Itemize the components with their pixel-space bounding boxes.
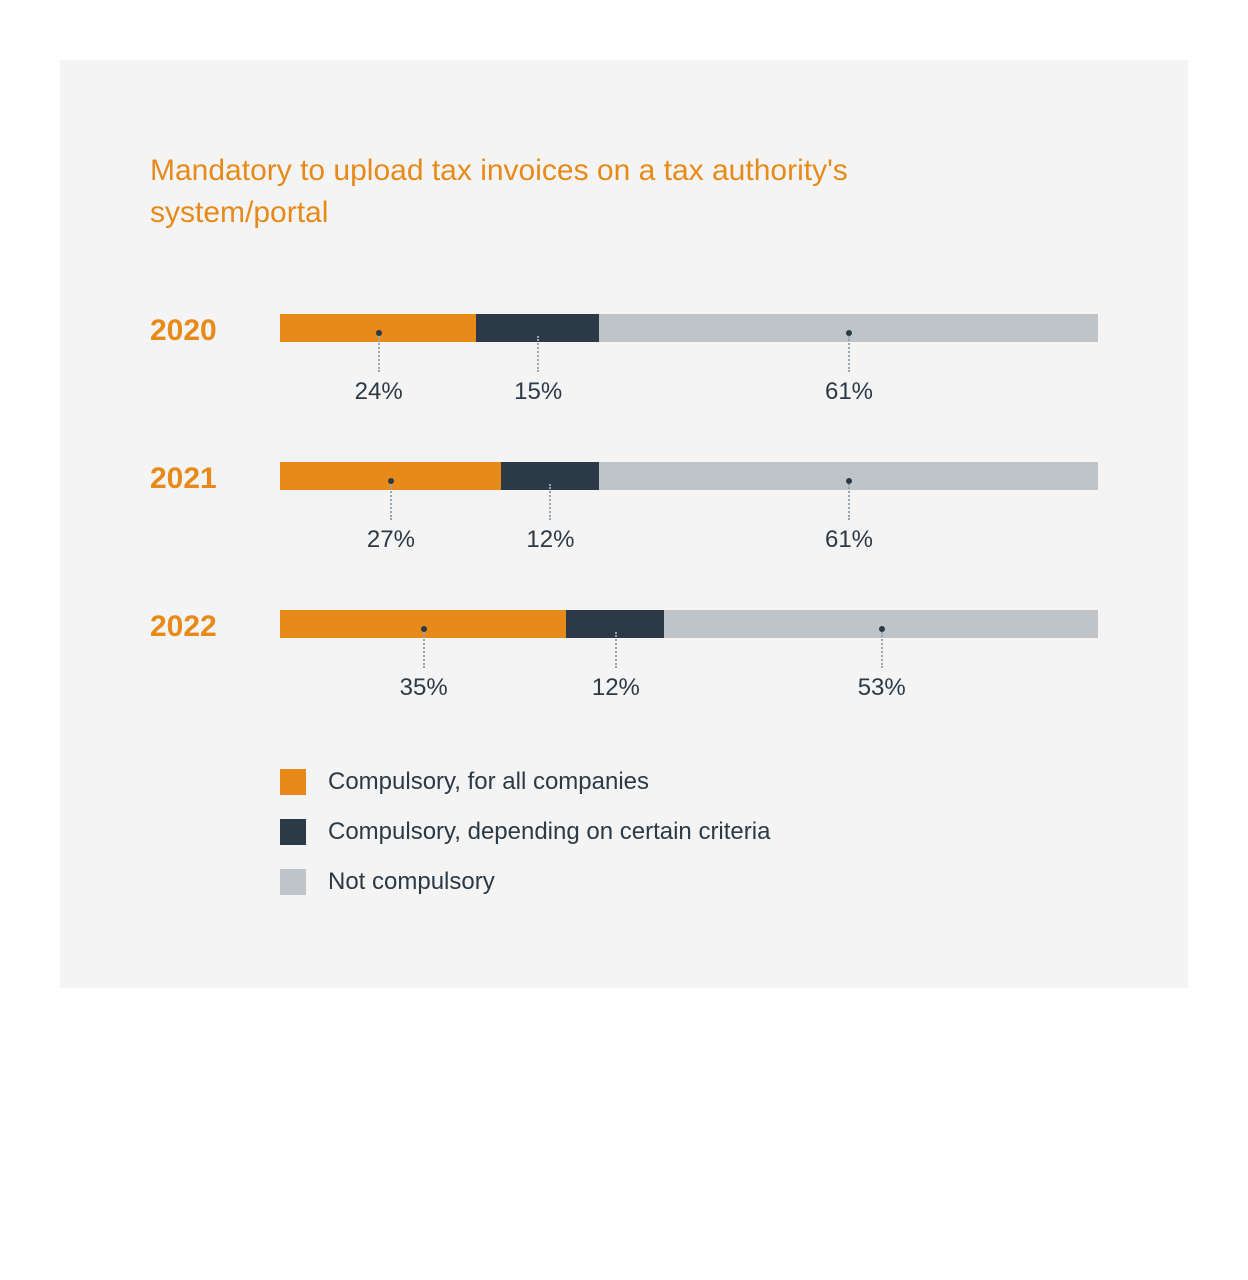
callout-line <box>378 336 380 372</box>
bar-area: 24% 15% 61% <box>280 314 1098 412</box>
segment-value: 53% <box>858 674 906 702</box>
stacked-bar: 27% 12% 61% <box>280 462 1098 490</box>
segment-1: 12% <box>566 610 664 638</box>
stacked-bar: 24% 15% 61% <box>280 314 1098 342</box>
row-2022: 2022 35% 12% <box>150 610 1098 708</box>
legend-item-1: Compulsory, depending on certain criteri… <box>280 818 1098 846</box>
bar-area: 27% 12% 61% <box>280 462 1098 560</box>
segment-0: 35% <box>280 610 566 638</box>
year-label: 2022 <box>150 610 280 644</box>
segment-0: 27% <box>280 462 501 490</box>
segment-value: 61% <box>825 378 873 406</box>
callout-line <box>848 484 850 520</box>
segment-value: 61% <box>825 526 873 554</box>
legend: Compulsory, for all companies Compulsory… <box>280 768 1098 896</box>
legend-swatch-icon <box>280 769 306 795</box>
segment-2: 61% <box>599 462 1098 490</box>
legend-item-0: Compulsory, for all companies <box>280 768 1098 796</box>
segment-value: 24% <box>355 378 403 406</box>
segment-value: 35% <box>400 674 448 702</box>
year-label: 2021 <box>150 462 280 496</box>
legend-swatch-icon <box>280 869 306 895</box>
callout-line <box>615 632 617 668</box>
stacked-bar: 35% 12% 53% <box>280 610 1098 638</box>
legend-swatch-icon <box>280 819 306 845</box>
segment-2: 61% <box>599 314 1098 342</box>
segment-value: 12% <box>592 674 640 702</box>
segment-1: 15% <box>476 314 599 342</box>
legend-label: Not compulsory <box>328 868 495 896</box>
segment-0: 24% <box>280 314 476 342</box>
segment-2: 53% <box>664 610 1098 638</box>
bar-area: 35% 12% 53% <box>280 610 1098 708</box>
callout-line <box>423 632 425 668</box>
callout-line <box>549 484 551 520</box>
chart-title: Mandatory to upload tax invoices on a ta… <box>150 150 870 234</box>
legend-label: Compulsory, depending on certain criteri… <box>328 818 770 846</box>
callout-line <box>390 484 392 520</box>
row-2020: 2020 24% 15% <box>150 314 1098 412</box>
segment-value: 27% <box>367 526 415 554</box>
legend-item-2: Not compulsory <box>280 868 1098 896</box>
legend-label: Compulsory, for all companies <box>328 768 649 796</box>
callout-line <box>881 632 883 668</box>
chart-rows: 2020 24% 15% <box>150 314 1098 708</box>
segment-1: 12% <box>501 462 599 490</box>
row-2021: 2021 27% 12% <box>150 462 1098 560</box>
segment-value: 15% <box>514 378 562 406</box>
callout-line <box>848 336 850 372</box>
callout-line <box>537 336 539 372</box>
chart-container: Mandatory to upload tax invoices on a ta… <box>60 60 1188 988</box>
year-label: 2020 <box>150 314 280 348</box>
segment-value: 12% <box>526 526 574 554</box>
